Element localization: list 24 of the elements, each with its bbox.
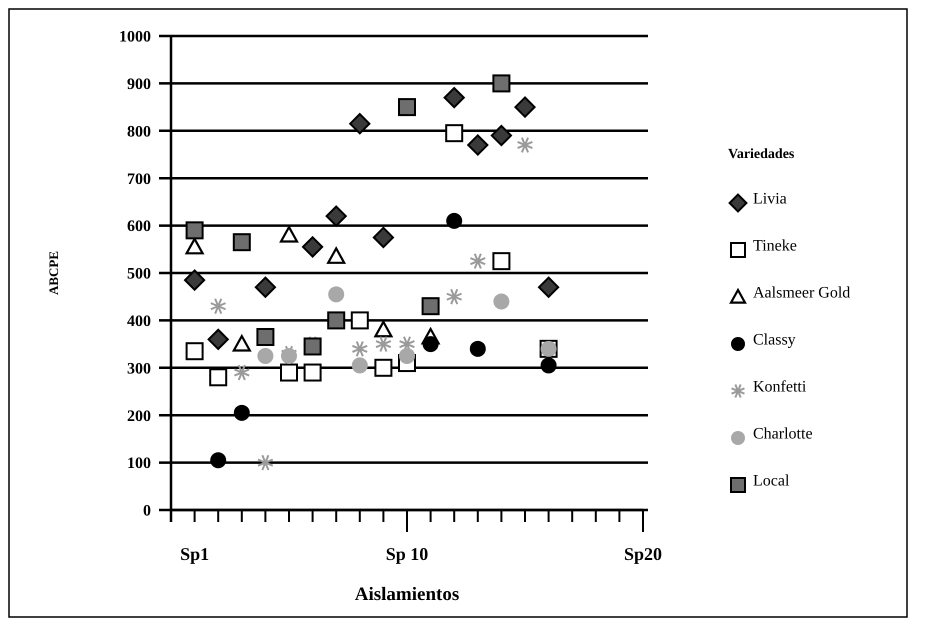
y-tick-label: 700 — [127, 170, 151, 188]
y-tick-label: 100 — [127, 455, 151, 472]
y-tick-label: 600 — [127, 218, 151, 236]
y-axis-title: ABCPE — [46, 250, 61, 296]
y-tick-label: 500 — [127, 266, 151, 283]
y-tick-label: 0 — [143, 502, 151, 520]
legend-label: Charlotte — [753, 426, 813, 443]
x-tick-label: Sp 10 — [386, 544, 428, 564]
x-axis-title: Aislamientos — [354, 584, 460, 605]
legend-label: Local — [753, 472, 790, 490]
legend-title: Variedades — [728, 147, 795, 162]
legend-label: Livia — [753, 190, 787, 208]
y-tick-label: 1000 — [119, 28, 151, 46]
y-tick-label: 300 — [127, 360, 151, 378]
legend-label: Tineke — [753, 238, 797, 255]
x-tick-label: Sp1 — [180, 544, 210, 564]
y-tick-label: 400 — [127, 313, 151, 330]
x-tick-label: Sp20 — [624, 544, 662, 564]
legend-label: Konfetti — [753, 378, 807, 396]
y-tick-label: 200 — [127, 408, 151, 425]
legend-label: Aalsmeer Gold — [753, 284, 850, 302]
legend-label: Classy — [753, 332, 796, 349]
y-tick-label: 900 — [127, 76, 151, 93]
y-tick-label: 800 — [127, 123, 151, 140]
